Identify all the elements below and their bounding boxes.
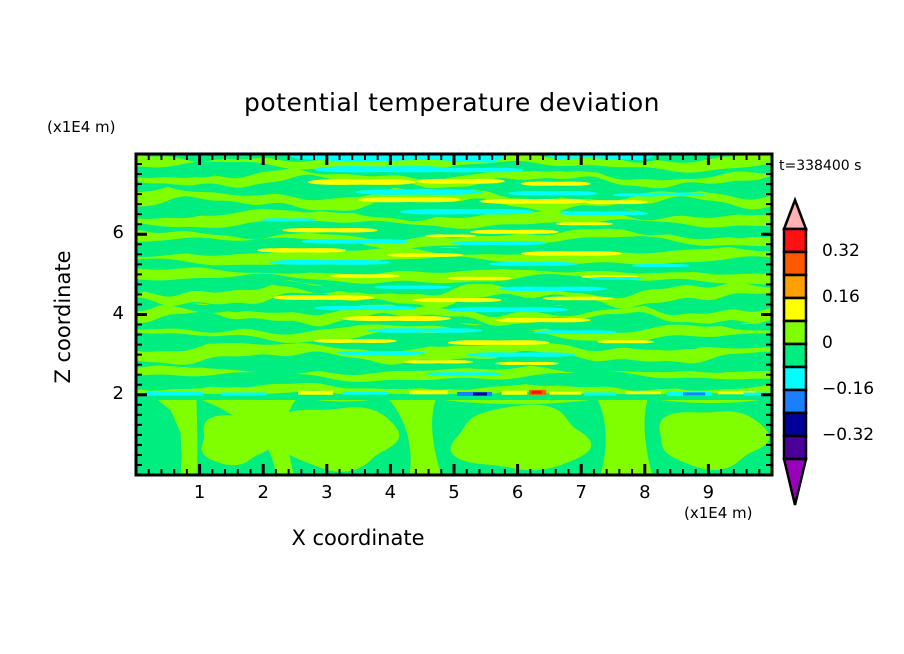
x-tick-label: 2 — [257, 482, 269, 503]
x-tick-label: 4 — [384, 482, 397, 503]
x-tick-label: 7 — [575, 482, 587, 503]
colorbar — [782, 196, 808, 506]
colorbar-tick-label: 0 — [822, 333, 833, 353]
axis-ticks — [134, 153, 774, 476]
timestamp-annotation: t=338400 s — [779, 158, 862, 174]
x-tick-label: 1 — [193, 482, 206, 503]
contour-field — [136, 154, 772, 475]
y-tick-label: 6 — [112, 222, 124, 244]
x-tick-label: 8 — [639, 482, 651, 503]
y-tick-label: 2 — [112, 382, 124, 404]
colorbar-tick-label: −0.16 — [822, 379, 875, 399]
y-tick-label: 4 — [112, 302, 124, 324]
x-tick-label: 6 — [511, 482, 524, 503]
y-axis-unit-label: (x1E4 m) — [47, 118, 116, 136]
x-tick-label: 9 — [702, 482, 715, 503]
x-tick-label: 5 — [448, 482, 460, 503]
x-axis-title: X coordinate — [291, 526, 425, 550]
colorbar-tick-label: 0.32 — [822, 241, 860, 261]
x-axis-unit-label: (x1E4 m) — [684, 504, 753, 522]
colorbar-tick-label: −0.32 — [822, 425, 875, 445]
colorbar-tick-label: 0.16 — [822, 287, 860, 307]
chart-title: potential temperature deviation — [244, 88, 660, 117]
x-tick-label: 3 — [321, 482, 333, 503]
